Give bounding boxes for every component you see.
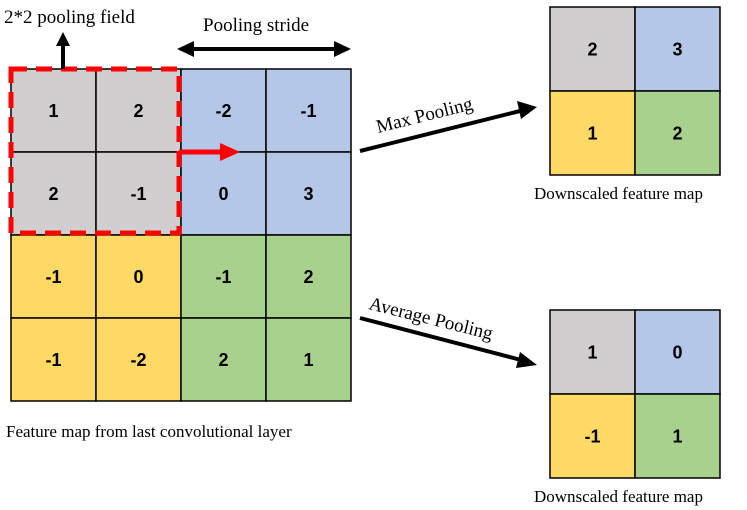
avg-output-cell-0-1 xyxy=(634,309,721,395)
input-value-3-2: 2 xyxy=(218,350,228,370)
pooling-field-label: 2*2 pooling field xyxy=(4,7,135,28)
max-pool-output-map: 2 3 1 2 xyxy=(549,6,721,176)
avg-output-cell-1-1 xyxy=(634,393,721,479)
input-feature-map: 1 2 -2 -1 2 -1 0 3 -1 0 -1 2 -1 -2 2 1 xyxy=(10,68,352,402)
max-output-cell-1-0 xyxy=(549,90,636,176)
input-value-1-0: 2 xyxy=(48,184,58,204)
avg-output-cell-1-0 xyxy=(549,393,636,479)
max-output-cell-1-1 xyxy=(634,90,721,176)
avg-output-value-1-0: -1 xyxy=(584,426,600,446)
avg-pool-output-map: 1 0 -1 1 xyxy=(549,309,721,479)
input-cell-2-1 xyxy=(95,234,182,319)
input-map-caption: Feature map from last convolutional laye… xyxy=(6,422,292,441)
input-value-0-3: -1 xyxy=(300,101,316,121)
max-pooling-label: Max Pooling xyxy=(374,93,475,137)
pooling-field-pointer-arrow xyxy=(56,32,70,69)
avg-output-value-0-0: 1 xyxy=(587,342,597,362)
input-value-0-2: -2 xyxy=(215,101,231,121)
input-value-0-1: 2 xyxy=(133,101,143,121)
input-value-0-0: 1 xyxy=(48,101,58,121)
input-value-1-3: 3 xyxy=(303,184,313,204)
input-cell-1-2 xyxy=(180,151,267,236)
max-output-cell-0-1 xyxy=(634,6,721,92)
input-cell-0-3 xyxy=(265,68,352,153)
input-value-3-1: -2 xyxy=(130,350,146,370)
pooling-stride-label: Pooling stride xyxy=(203,15,309,36)
max-pooling-arrow xyxy=(359,101,537,153)
stride-direction-arrow xyxy=(179,143,240,161)
max-output-value-1-1: 2 xyxy=(672,123,682,143)
input-value-2-3: 2 xyxy=(303,267,313,287)
avg-output-value-0-1: 0 xyxy=(672,342,682,362)
input-value-2-0: -1 xyxy=(45,267,61,287)
max-output-value-0-0: 2 xyxy=(587,39,597,59)
input-cell-2-3 xyxy=(265,234,352,319)
input-value-3-3: 1 xyxy=(303,350,313,370)
input-value-1-2: 0 xyxy=(218,184,228,204)
input-value-2-1: 0 xyxy=(133,267,143,287)
avg-output-value-1-1: 1 xyxy=(672,426,682,446)
avg-output-cell-0-0 xyxy=(549,309,636,395)
max-output-value-0-1: 3 xyxy=(672,39,682,59)
input-value-3-0: -1 xyxy=(45,350,61,370)
pooling-stride-arrow xyxy=(177,41,351,57)
input-cell-3-3 xyxy=(265,317,352,402)
input-cell-0-0 xyxy=(10,68,97,153)
average-pooling-arrow xyxy=(359,316,537,368)
avg-output-caption: Downscaled feature map xyxy=(534,487,703,506)
max-output-value-1-0: 1 xyxy=(587,123,597,143)
input-value-2-2: -1 xyxy=(215,267,231,287)
input-cell-3-1 xyxy=(95,317,182,402)
input-cell-3-0 xyxy=(10,317,97,402)
input-value-1-1: -1 xyxy=(130,184,146,204)
input-cell-3-2 xyxy=(180,317,267,402)
input-cell-0-1 xyxy=(95,68,182,153)
max-output-caption: Downscaled feature map xyxy=(534,184,703,203)
